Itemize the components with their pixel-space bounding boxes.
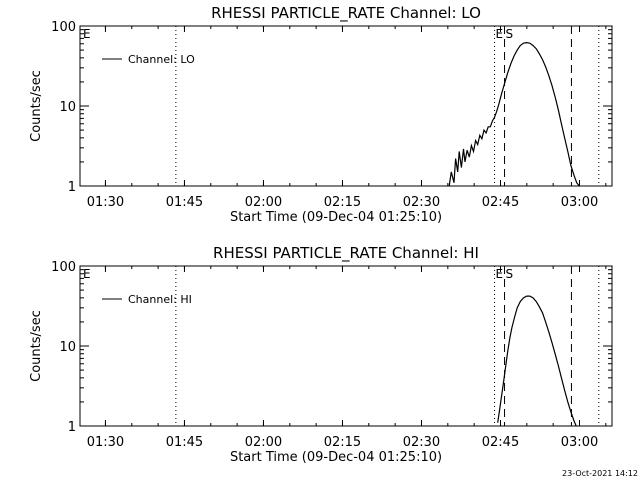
x-tick-label: 02:15 bbox=[324, 435, 361, 450]
chart-panel-lo: RHESSI PARTICLE_RATE Channel: LO 01:30 01:… bbox=[29, 4, 613, 225]
x-tick-label: 02:00 bbox=[245, 435, 282, 450]
series-line bbox=[448, 41, 580, 186]
legend-entry: Channel: LO bbox=[128, 53, 195, 66]
footer-timestamp: 23-Oct-2021 14:12 bbox=[562, 469, 638, 478]
x-tick-label: 02:30 bbox=[403, 195, 440, 210]
x-tick-label: 03:00 bbox=[561, 435, 598, 450]
y-tick-label: 100 bbox=[51, 260, 76, 275]
marker-e-corner: E bbox=[83, 27, 91, 41]
x-tick-label: 02:00 bbox=[245, 195, 282, 210]
marker-s: S bbox=[506, 27, 514, 41]
x-tick-label: 02:30 bbox=[403, 435, 440, 450]
marker-s: S bbox=[506, 267, 514, 281]
series-line bbox=[497, 295, 577, 426]
y-tick-label: 10 bbox=[59, 340, 76, 355]
y-axis-label: Counts/sec bbox=[29, 310, 44, 382]
x-tick-label: 02:15 bbox=[324, 195, 361, 210]
x-tick-label: 03:00 bbox=[561, 195, 598, 210]
y-tick-label: 1 bbox=[68, 420, 76, 435]
y-tick-label: 10 bbox=[59, 100, 76, 115]
plot-frame bbox=[79, 25, 613, 187]
marker-e-corner: E bbox=[83, 267, 91, 281]
x-tick-label: 01:30 bbox=[87, 435, 124, 450]
plot-frame bbox=[79, 265, 613, 427]
chart-title: RHESSI PARTICLE_RATE Channel: LO bbox=[211, 4, 481, 23]
chart-panel-hi: RHESSI PARTICLE_RATE Channel: HI 01:30 01:… bbox=[29, 244, 613, 465]
legend-entry: Channel: HI bbox=[128, 293, 192, 306]
marker-e: E bbox=[496, 267, 504, 281]
x-tick-label: 01:45 bbox=[166, 195, 203, 210]
marker-e: E bbox=[496, 27, 504, 41]
y-tick-label: 100 bbox=[51, 20, 76, 35]
x-tick-label: 01:30 bbox=[87, 195, 124, 210]
x-tick-label: 02:45 bbox=[482, 435, 519, 450]
y-tick-label: 1 bbox=[68, 180, 76, 195]
chart-title: RHESSI PARTICLE_RATE Channel: HI bbox=[213, 244, 479, 263]
x-axis-label: Start Time (09-Dec-04 01:25:10) bbox=[230, 450, 442, 465]
y-axis-label: Counts/sec bbox=[29, 70, 44, 142]
x-axis-label: Start Time (09-Dec-04 01:25:10) bbox=[230, 210, 442, 225]
x-tick-label: 01:45 bbox=[166, 435, 203, 450]
x-tick-label: 02:45 bbox=[482, 195, 519, 210]
